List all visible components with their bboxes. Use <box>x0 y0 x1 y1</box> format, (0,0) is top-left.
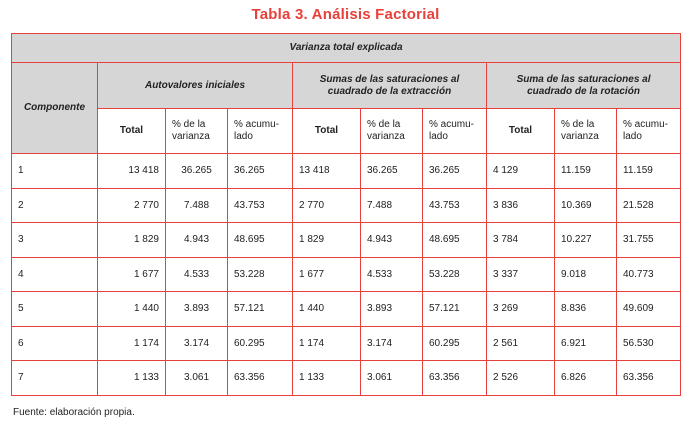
cell-initial-varianza: 4.533 <box>165 256 228 292</box>
cell-extraction-acumulado: 60.295 <box>422 325 487 361</box>
cell-componente: 1 <box>11 153 98 189</box>
cell-initial-total: 2 770 <box>97 187 166 223</box>
cell-componente: 3 <box>11 222 98 258</box>
cell-extraction-acumulado: 57.121 <box>422 291 487 327</box>
cell-initial-varianza: 36.265 <box>165 153 228 189</box>
cell-initial-total: 1 133 <box>97 360 166 396</box>
cell-extraction-total: 1 440 <box>292 291 361 327</box>
cell-componente: 4 <box>11 256 98 292</box>
cell-rotation-acumulado: 49.609 <box>615 291 682 327</box>
main-header: Varianza total explicada <box>10 33 682 63</box>
col-header-total: Total <box>486 108 555 154</box>
cell-rotation-acumulado: 21.528 <box>615 187 682 223</box>
cell-initial-acumulado: 53.228 <box>227 256 293 292</box>
cell-extraction-acumulado: 43.753 <box>422 187 487 223</box>
cell-extraction-acumulado: 53.228 <box>422 256 487 292</box>
cell-rotation-acumulado: 56.530 <box>615 325 682 361</box>
cell-initial-varianza: 3.893 <box>165 291 228 327</box>
col-header-total: Total <box>97 108 166 154</box>
cell-initial-acumulado: 63.356 <box>227 360 293 396</box>
group-header-initial: Autovalores iniciales <box>97 62 293 109</box>
group-header-extraction: Sumas de las saturaciones al cuadrado de… <box>292 62 487 109</box>
cell-rotation-acumulado: 40.773 <box>615 256 682 292</box>
cell-rotation-acumulado: 63.356 <box>615 360 682 396</box>
col-header-acumulado: % acumu-lado <box>227 108 293 154</box>
cell-initial-total: 1 677 <box>97 256 166 292</box>
cell-rotation-total: 3 784 <box>486 222 555 258</box>
cell-rotation-total: 3 337 <box>486 256 555 292</box>
cell-initial-acumulado: 57.121 <box>227 291 293 327</box>
cell-rotation-varianza: 6.826 <box>554 360 617 396</box>
cell-extraction-varianza: 36.265 <box>360 153 423 189</box>
col-header-acumulado: % acumu-lado <box>422 108 487 154</box>
cell-extraction-varianza: 3.893 <box>360 291 423 327</box>
cell-rotation-varianza: 8.836 <box>554 291 617 327</box>
table-body: 1 13 418 36.265 36.265 13 418 36.265 36.265 4 1… <box>11 153 682 396</box>
cell-initial-varianza: 7.488 <box>165 187 228 223</box>
cell-extraction-total: 2 770 <box>292 187 361 223</box>
cell-initial-varianza: 3.061 <box>165 360 228 396</box>
cell-extraction-acumulado: 36.265 <box>422 153 487 189</box>
cell-extraction-varianza: 7.488 <box>360 187 423 223</box>
col-header-varianza: % de la varianza <box>360 108 423 154</box>
col-header-total: Total <box>292 108 361 154</box>
table-title: Tabla 3. Análisis Factorial <box>251 6 440 23</box>
cell-initial-acumulado: 48.695 <box>227 222 293 258</box>
cell-initial-acumulado: 36.265 <box>227 153 293 189</box>
cell-rotation-acumulado: 11.159 <box>615 153 682 189</box>
col-header-acumulado: % acumu-lado <box>615 108 682 154</box>
cell-initial-varianza: 4.943 <box>165 222 228 258</box>
cell-rotation-total: 3 269 <box>486 291 555 327</box>
cell-initial-acumulado: 60.295 <box>227 325 293 361</box>
cell-rotation-varianza: 9.018 <box>554 256 617 292</box>
cell-componente: 6 <box>11 325 98 361</box>
cell-extraction-total: 1 174 <box>292 325 361 361</box>
cell-rotation-total: 2 561 <box>486 325 555 361</box>
cell-initial-total: 1 829 <box>97 222 166 258</box>
cell-extraction-acumulado: 48.695 <box>422 222 487 258</box>
cell-extraction-total: 1 677 <box>292 256 361 292</box>
cell-initial-varianza: 3.174 <box>165 325 228 361</box>
cell-initial-total: 1 174 <box>97 325 166 361</box>
col-header-varianza: % de la varianza <box>165 108 228 154</box>
cell-rotation-total: 4 129 <box>486 153 555 189</box>
cell-rotation-total: 2 526 <box>486 360 555 396</box>
cell-extraction-acumulado: 63.356 <box>422 360 487 396</box>
cell-componente: 7 <box>11 360 98 396</box>
source-footnote: Fuente: elaboración propia. <box>13 407 135 418</box>
cell-extraction-varianza: 4.943 <box>360 222 423 258</box>
cell-initial-total: 1 440 <box>97 291 166 327</box>
component-header: Componente <box>11 62 98 154</box>
group-header-rotation: Suma de las saturaciones al cuadrado de … <box>485 62 682 109</box>
col-header-varianza: % de la varianza <box>554 108 617 154</box>
cell-rotation-varianza: 11.159 <box>554 153 617 189</box>
cell-rotation-acumulado: 31.755 <box>615 222 682 258</box>
cell-extraction-total: 1 133 <box>292 360 361 396</box>
cell-extraction-total: 13 418 <box>292 153 361 189</box>
cell-rotation-varianza: 10.369 <box>554 187 617 223</box>
cell-rotation-total: 3 836 <box>486 187 555 223</box>
cell-initial-total: 13 418 <box>97 153 166 189</box>
cell-componente: 2 <box>11 187 98 223</box>
cell-extraction-total: 1 829 <box>292 222 361 258</box>
cell-initial-acumulado: 43.753 <box>227 187 293 223</box>
cell-extraction-varianza: 4.533 <box>360 256 423 292</box>
cell-componente: 5 <box>11 291 98 327</box>
cell-extraction-varianza: 3.174 <box>360 325 423 361</box>
factorial-analysis-table: Varianza total explicada Componente Auto… <box>10 33 682 396</box>
cell-extraction-varianza: 3.061 <box>360 360 423 396</box>
table-row: 1 13 418 36.265 36.265 13 418 36.265 36.265 4 1… <box>11 153 682 189</box>
cell-rotation-varianza: 6.921 <box>554 325 617 361</box>
cell-rotation-varianza: 10.227 <box>554 222 617 258</box>
